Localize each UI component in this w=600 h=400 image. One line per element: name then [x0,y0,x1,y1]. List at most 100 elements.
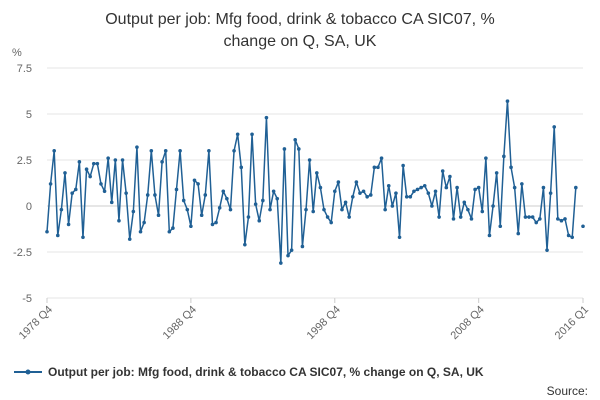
data-point[interactable] [106,156,110,160]
data-point[interactable] [300,244,305,249]
data-point[interactable] [440,169,445,173]
data-point[interactable] [156,213,161,217]
data-point[interactable] [520,182,524,186]
data-point[interactable] [45,229,49,234]
data-point[interactable] [185,207,190,212]
data-point[interactable] [293,137,298,142]
data-point[interactable] [250,132,254,137]
data-point[interactable] [55,233,60,238]
data-point[interactable] [365,195,369,199]
data-point[interactable] [509,165,513,170]
data-point[interactable] [268,207,272,212]
data-point[interactable] [512,185,517,190]
data-point[interactable] [153,193,157,197]
data-point[interactable] [566,233,571,238]
data-point[interactable] [117,218,121,223]
data-point[interactable] [419,185,423,190]
data-point[interactable] [221,189,226,194]
data-point[interactable] [570,235,575,240]
data-point[interactable] [530,215,535,219]
data-point[interactable] [228,207,233,212]
data-point[interactable] [307,158,312,162]
data-point[interactable] [59,207,64,212]
data-point[interactable] [516,231,521,236]
data-point[interactable] [203,193,208,197]
data-point[interactable] [48,182,53,186]
legend[interactable]: Output per job: Mfg food, drink & tobacc… [14,365,484,379]
data-point[interactable] [192,178,197,183]
data-point[interactable] [358,191,362,195]
data-point[interactable] [491,204,495,208]
data-point[interactable] [534,220,539,225]
data-point[interactable] [556,217,560,221]
data-point[interactable] [505,99,510,103]
data-point[interactable] [383,207,387,212]
data-point[interactable] [261,198,265,203]
data-point[interactable] [66,222,71,227]
data-point[interactable] [304,207,308,212]
data-point[interactable] [368,193,373,197]
data-point[interactable] [81,235,85,240]
data-point[interactable] [174,187,179,192]
data-point[interactable] [181,198,186,203]
data-point[interactable] [124,191,128,195]
data-point[interactable] [466,207,470,212]
data-point[interactable] [494,171,499,175]
data-point[interactable] [102,189,107,194]
data-point[interactable] [397,235,402,240]
data-point[interactable] [189,224,193,229]
data-point[interactable] [559,218,564,223]
data-point[interactable] [178,149,182,153]
data-point[interactable] [487,233,492,238]
data-point[interactable] [149,149,154,153]
data-point[interactable] [545,248,549,252]
source-label[interactable]: Source: [547,384,588,398]
data-point[interactable] [523,215,528,219]
data-point[interactable] [455,185,459,190]
data-point[interactable] [502,154,506,159]
data-point[interactable] [196,182,200,186]
data-point[interactable] [476,185,481,190]
data-point[interactable] [376,165,380,170]
data-point[interactable] [437,215,441,219]
data-point[interactable] [70,191,74,195]
data-point[interactable] [286,253,290,258]
data-point[interactable] [332,189,337,194]
data-point[interactable] [289,248,294,252]
data-point[interactable] [243,242,247,247]
data-point[interactable] [95,161,100,166]
data-point[interactable] [52,149,56,153]
data-point[interactable] [484,156,488,160]
data-point[interactable] [217,206,222,210]
data-point[interactable] [311,209,316,214]
data-point[interactable] [297,147,301,151]
data-point[interactable] [552,125,557,129]
data-point[interactable] [264,115,269,120]
data-point[interactable] [408,195,413,199]
data-point[interactable] [275,196,280,201]
data-point[interactable] [131,209,136,214]
data-point[interactable] [163,149,168,153]
data-point[interactable] [401,163,405,168]
data-point[interactable] [207,149,211,153]
data-point[interactable] [88,174,92,179]
data-point[interactable] [142,220,146,225]
data-point[interactable] [329,220,333,225]
data-point[interactable] [120,158,125,162]
data-point[interactable] [422,183,427,188]
data-point[interactable] [469,217,474,221]
data-point[interactable] [199,213,204,217]
data-point[interactable] [538,217,542,221]
data-point[interactable] [433,189,438,194]
data-point[interactable] [458,215,463,219]
data-point[interactable] [390,204,395,208]
data-point[interactable] [167,229,172,234]
data-point[interactable] [253,202,258,206]
data-point[interactable] [160,160,164,164]
data-point[interactable] [574,185,578,190]
data-point[interactable] [214,220,218,225]
data-point[interactable] [145,193,150,197]
data-point[interactable] [235,132,240,137]
data-point[interactable] [581,224,585,229]
data-point[interactable] [415,187,420,192]
